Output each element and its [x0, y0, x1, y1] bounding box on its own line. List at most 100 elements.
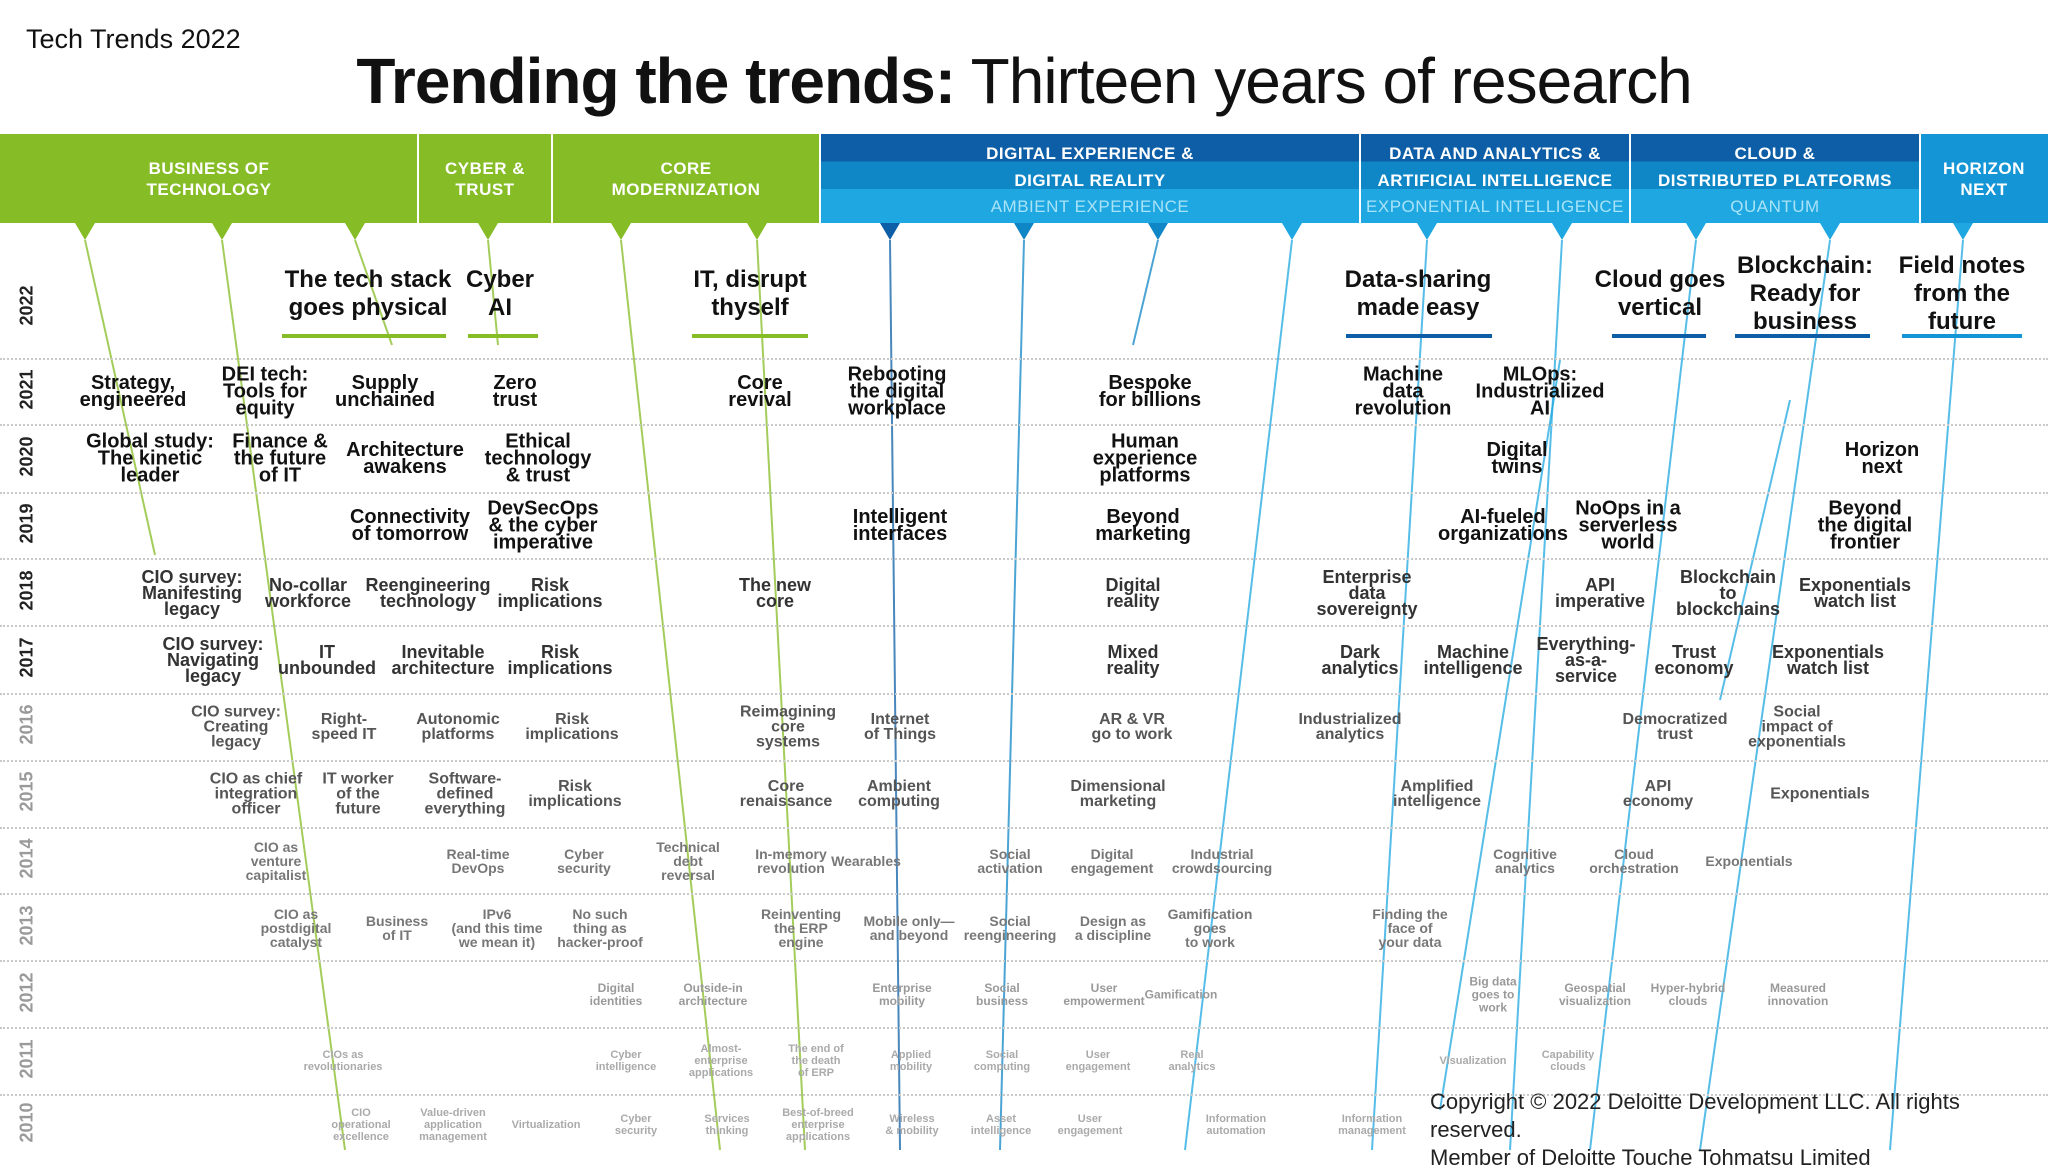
header-line: DISTRIBUTED PLATFORMS	[1657, 171, 1892, 190]
trend-lineage-line	[620, 239, 721, 1151]
trend-line: Rebooting	[847, 363, 947, 386]
trend-line: analytics	[1168, 1061, 1216, 1073]
trend-2013-design-as-a-discipline: Design as a discipline	[1075, 914, 1151, 942]
trend-line: Internet	[870, 711, 930, 728]
trend-line: Field notes	[1898, 252, 2026, 279]
header-divider	[1359, 134, 1361, 223]
header-pointer	[1953, 223, 1973, 240]
trend-line: implications	[497, 591, 603, 611]
trend-line: and beyond	[869, 927, 949, 943]
trend-2022-underline	[1346, 334, 1492, 338]
trend-line: Ambient	[866, 778, 931, 795]
header-pointer	[1552, 223, 1572, 240]
trend-line: AI	[1530, 397, 1550, 420]
header-line: CYBER &	[444, 158, 525, 178]
trend-line: Technical	[656, 839, 720, 855]
header-pointer	[1014, 223, 1034, 240]
header-line: NEXT	[1960, 179, 2008, 199]
year-label-2017: 2017	[16, 637, 37, 678]
trend-line: marketing	[1079, 793, 1157, 810]
trend-2019-beyond-the-digital-frontier: Beyond the digital frontier	[1818, 499, 1912, 553]
trend-line: The kinetic	[97, 447, 203, 470]
trend-line: service	[1554, 666, 1618, 686]
year-label-2012: 2012	[16, 972, 37, 1013]
trend-2013-cio-as-postdigital-catalyst: CIO as postdigital catalyst	[261, 907, 332, 949]
year-gridline	[0, 625, 2048, 627]
trend-2021-dei-tech-tools-for-equity: DEI tech: Tools for equity	[222, 365, 309, 419]
trend-2017-cio-survey-navigating-legacy: CIO survey: Navigating legacy	[162, 635, 263, 686]
header-pointer	[880, 223, 900, 240]
year-gridline	[0, 827, 2048, 829]
trend-line: excellence	[333, 1131, 389, 1143]
year-gridline	[0, 760, 2048, 762]
trend-2017-dark-analytics: Dark analytics	[1321, 643, 1398, 677]
trend-line: applications	[688, 1067, 754, 1079]
year-label-2021: 2021	[16, 369, 37, 410]
trend-line: economy	[1622, 793, 1694, 810]
trend-line: AR & VR	[1099, 711, 1165, 728]
trend-lineage-line	[1589, 239, 1697, 1151]
trend-line: technology	[484, 447, 592, 470]
trend-2017-exponentials-watch-list: Exponentials watch list	[1771, 642, 1885, 677]
year-gridline	[0, 1094, 2048, 1096]
trend-line: Outside-in	[683, 981, 743, 995]
trend-line: computing	[858, 793, 940, 810]
trend-2012-outside-in-architecture: Outside-in architecture	[679, 982, 748, 1008]
trend-2014-social-activation: Social activation	[977, 847, 1042, 875]
trend-line: goes to	[1471, 987, 1515, 1002]
trend-line: Exponentials	[1771, 642, 1885, 662]
header-subtitle: QUANTUM	[1730, 197, 1820, 216]
trend-line: Exponentials	[1705, 853, 1793, 869]
trend-line: vertical	[1617, 294, 1703, 321]
trend-2011-cios-as-revolutionaries: CIOs as revolutionaries	[304, 1049, 383, 1073]
trend-line: Finance &	[232, 430, 328, 453]
trend-line: engagement	[1070, 860, 1154, 876]
trend-2020-horizon-next: Horizon next	[1844, 439, 1920, 477]
trend-line: Industrialized	[1298, 711, 1402, 728]
trend-line: reengineering	[963, 927, 1057, 943]
trend-2022-cloud-goes-vertical: Cloud goes vertical	[1595, 266, 1726, 322]
trend-line: reversal	[661, 867, 715, 883]
header-line: HORIZON	[1943, 158, 2025, 178]
trend-line: goes physical	[288, 294, 448, 321]
trend-line: Risk	[558, 778, 592, 795]
year-label-2022: 2022	[16, 285, 37, 326]
trend-line: Human	[1111, 430, 1179, 453]
trend-line: Enterprise	[1322, 567, 1412, 587]
trend-line: blockchains	[1675, 599, 1781, 619]
trend-lineage-line	[1132, 239, 1159, 346]
trend-2016-industrialized-analytics: Industrialized analytics	[1298, 711, 1402, 743]
header-pointer	[75, 223, 95, 240]
trend-2014-in-memory-revolution: In-memory revolution	[755, 847, 827, 875]
trend-line: core	[755, 591, 795, 611]
trend-2010-best-of-breed-enterprise-applications: Best-of-breed enterprise applications	[782, 1107, 854, 1143]
trend-line: Wearables	[831, 853, 901, 869]
trend-line: platforms	[421, 726, 495, 743]
trend-2011-user-engagement: User engagement	[1066, 1049, 1131, 1073]
trend-line: capitalist	[245, 867, 307, 883]
trend-line: for billions	[1098, 389, 1202, 411]
trend-2020-architecture-awakens: Architecture awakens	[346, 440, 464, 477]
trend-lineage-line	[487, 239, 499, 346]
trend-2018-the-new-core: The new core	[738, 575, 812, 611]
trend-line: marketing	[1095, 523, 1191, 545]
year-label-2014: 2014	[16, 838, 37, 879]
trend-2022-the-tech-stack-goes-physical: The tech stack goes physical	[285, 266, 452, 322]
trend-line: No such	[572, 906, 628, 922]
report-tag: Tech Trends 2022	[26, 24, 241, 54]
trend-2010-information-automation: Information automation	[1206, 1113, 1267, 1137]
trend-line: implications	[507, 658, 613, 678]
trend-line: Zero	[493, 372, 537, 394]
trend-line: legacy	[184, 666, 242, 686]
trend-line: Finding the	[1372, 906, 1448, 922]
trend-line: management	[1338, 1125, 1406, 1137]
header-divider	[1629, 134, 1631, 223]
trend-line: The new	[738, 575, 812, 595]
trend-line: goes	[1193, 920, 1227, 936]
trend-2018-risk-implications: Risk implications	[497, 576, 603, 611]
trend-line: Horizon	[1844, 439, 1920, 461]
trend-2022-underline	[282, 334, 446, 338]
trend-line: sovereignty	[1316, 599, 1418, 619]
trend-line: economy	[1654, 658, 1734, 678]
trend-line: & mobility	[885, 1125, 939, 1137]
